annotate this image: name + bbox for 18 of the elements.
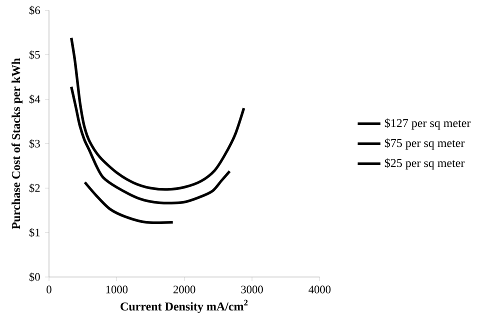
line-series <box>84 181 174 224</box>
x-tick-label: 0 <box>46 286 52 294</box>
y-tick-label: $5 <box>29 50 40 60</box>
legend-label: $127 per sq meter <box>384 118 471 130</box>
y-tick-label: $3 <box>29 139 40 148</box>
y-tick-label: $4 <box>29 94 40 104</box>
x-tick-label: 4000 <box>308 286 331 294</box>
y-tick-label: $0 <box>29 272 40 282</box>
y-tick-label: $1 <box>29 228 40 238</box>
y-tick-label: $2 <box>29 184 40 193</box>
x-tick-label: 2000 <box>174 286 196 294</box>
x-axis-title: Current Density mA/cm$^{2}$ <box>120 300 248 314</box>
legend-label: $25 per sq meter <box>384 158 465 170</box>
x-tick-label: 3000 <box>241 286 263 294</box>
y-axis-title: Purchase Cost of Stacks per kWh <box>12 58 23 230</box>
legend-label: $75 per sq meter <box>384 138 465 150</box>
x-tick-label: 1000 <box>106 286 128 294</box>
y-tick-label: $6 <box>29 6 40 15</box>
